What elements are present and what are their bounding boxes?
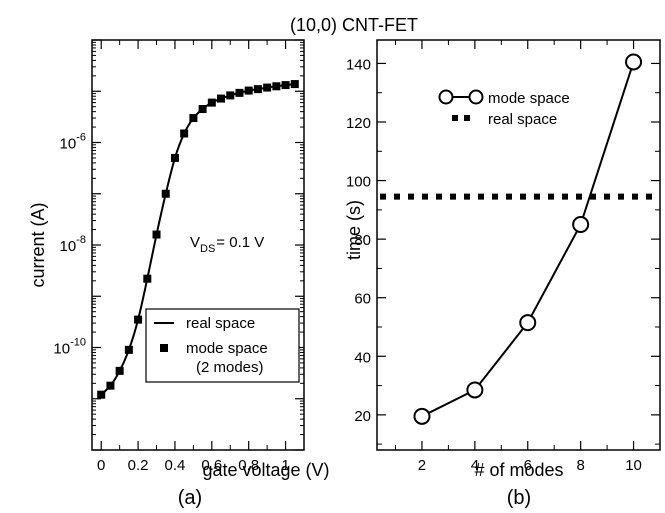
panel-a-data-point xyxy=(170,153,179,162)
panel-b-y-tick-label: 60 xyxy=(354,291,371,308)
panel-a-label: (a) xyxy=(178,487,202,509)
panel-b-chart: 2 4 6 8 10 20 40 60 80 100 120 140 # of modes time … xyxy=(344,39,661,509)
panel-a-data-point xyxy=(97,390,106,399)
panel-a-data-point xyxy=(253,85,262,94)
panel-b-legend: mode space real space xyxy=(436,85,586,161)
panel-b-tick-labels: 2 4 6 8 10 20 40 60 80 100 120 140 xyxy=(346,56,642,474)
panel-a-y-tick-label: 10-8 xyxy=(60,234,86,255)
panel-a-x-tick-label: 0.6 xyxy=(201,457,222,474)
panel-b-y-axis-label: time (s) xyxy=(344,200,364,260)
panel-a-data-point xyxy=(235,88,244,97)
panel-a-legend: real space mode space (2 modes) xyxy=(145,308,300,383)
panel-a-data-point xyxy=(143,274,152,283)
panel-a-y-tick-label: 10-10 xyxy=(53,337,86,358)
panel-b-mode-space-markers xyxy=(413,53,643,425)
panel-b-data-point xyxy=(466,381,484,399)
panel-b-x-axis-label: # of modes xyxy=(474,460,563,480)
panel-a-data-point xyxy=(198,105,207,114)
panel-a-data-point xyxy=(263,83,272,92)
figure-title: (10,0) CNT-FET xyxy=(290,15,418,35)
panel-a-legend-mode-space: mode space xyxy=(186,340,268,357)
panel-a-data-point xyxy=(134,315,143,324)
panel-a-data-point xyxy=(226,91,235,100)
panel-a-data-point xyxy=(290,80,299,89)
panel-b-x-tick-label: 10 xyxy=(625,457,642,474)
panel-b-x-tick-label: 8 xyxy=(576,457,584,474)
panel-a-x-tick-label: 1 xyxy=(281,457,289,474)
panel-a-real-space-curve xyxy=(100,83,295,396)
panel-b-x-tick-label: 2 xyxy=(418,457,426,474)
panel-b-x-tick-label: 4 xyxy=(471,457,479,474)
panel-a-x-tick-label: 0.8 xyxy=(238,457,259,474)
panel-a-plot-frame xyxy=(91,39,305,451)
panel-b-legend-real-space: real space xyxy=(488,111,557,128)
panel-a-y-axis-label: current (A) xyxy=(28,202,48,287)
panel-b-label: (b) xyxy=(507,487,531,509)
panel-b-plot-frame xyxy=(376,39,661,451)
panel-a-data-point xyxy=(272,82,281,91)
panel-a-data-point xyxy=(207,98,216,107)
panel-a-data-point xyxy=(217,94,226,103)
panel-a-data-point xyxy=(106,381,115,390)
panel-b-legend-mode-space: mode space xyxy=(488,90,570,107)
panel-a-data-point xyxy=(152,230,161,239)
panel-b-y-tick-label: 120 xyxy=(346,115,371,132)
panel-a-data-point xyxy=(161,189,170,198)
panel-b-ticks xyxy=(377,40,660,450)
panel-a-y-tick-label: 10-6 xyxy=(60,132,86,153)
panel-a-x-axis-label: gate voltage (V) xyxy=(202,460,329,480)
panel-a-mode-space-markers xyxy=(97,80,299,399)
panel-b-y-tick-label: 20 xyxy=(354,408,371,425)
panel-b-y-tick-label: 140 xyxy=(346,56,371,73)
panel-b-data-point xyxy=(625,53,643,71)
panel-b-data-point xyxy=(519,314,537,332)
panel-a-chart: 0 0.2 0.4 0.6 0.8 1 10-10 10-8 10-6 gate voltage… xyxy=(28,39,330,509)
panel-b-legend-dot-swatch-2 xyxy=(464,115,470,121)
panel-b-data-point xyxy=(413,407,431,425)
panel-a-data-point xyxy=(281,81,290,90)
panel-a-data-point xyxy=(244,86,253,95)
panel-a-tick-labels: 0 0.2 0.4 0.6 0.8 1 10-10 10-8 10-6 xyxy=(53,132,289,475)
panel-a-data-point xyxy=(189,114,198,123)
panel-a-legend-box xyxy=(145,308,300,383)
panel-b-y-tick-label: 40 xyxy=(354,349,371,366)
panel-a-data-point xyxy=(115,366,124,375)
panel-a-data-point xyxy=(180,129,189,138)
panel-b-legend-circle-swatch-left xyxy=(438,89,454,105)
panel-b-y-tick-label: 100 xyxy=(346,174,371,191)
panel-a-data-point xyxy=(124,345,133,354)
panel-a-legend-square-swatch xyxy=(160,344,168,352)
panel-a-x-tick-label: 0.2 xyxy=(128,457,149,474)
panel-b-x-tick-label: 6 xyxy=(524,457,532,474)
panel-a-annotation-vds: VDS= 0.1 V xyxy=(190,234,264,255)
panel-b-legend-dot-swatch-1 xyxy=(452,115,458,121)
panel-b-data-point xyxy=(572,216,590,233)
panel-a-x-tick-label: 0.4 xyxy=(165,457,186,474)
panel-b-y-tick-label: 80 xyxy=(354,232,371,249)
panel-b-legend-circle-swatch-right xyxy=(468,89,484,105)
panel-a-legend-mode-space-detail: (2 modes) xyxy=(196,359,264,376)
panel-a-x-tick-label: 0 xyxy=(97,457,105,474)
panel-a-legend-real-space: real space xyxy=(186,315,255,332)
